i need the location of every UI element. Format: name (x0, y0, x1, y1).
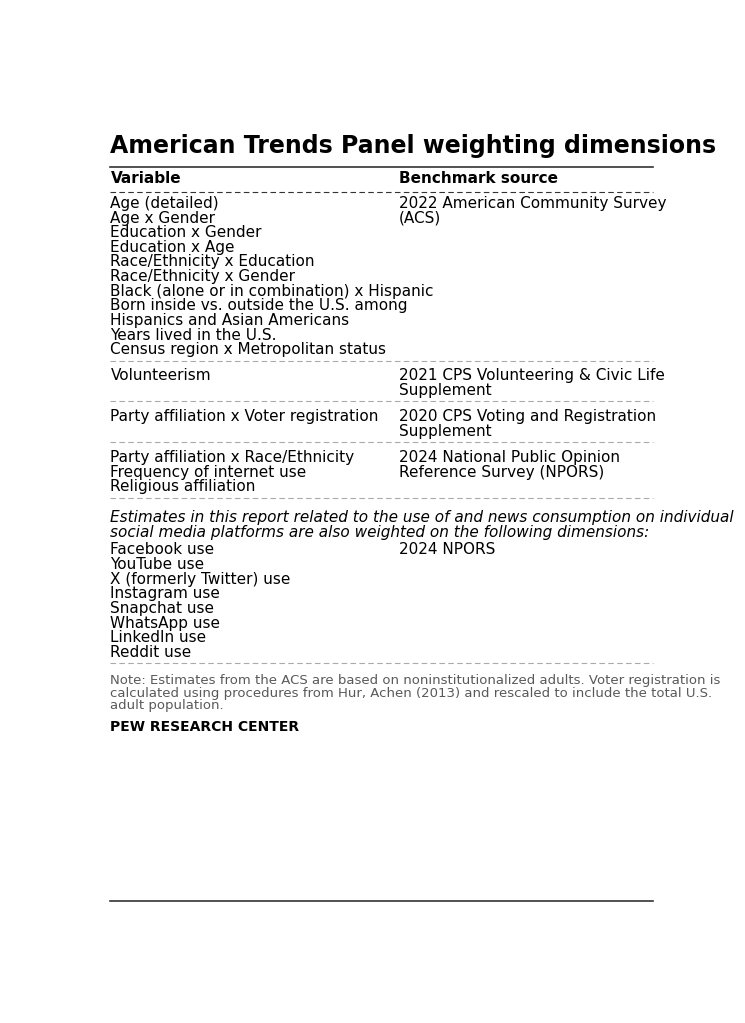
Text: Volunteerism: Volunteerism (110, 368, 211, 384)
Text: Religious affiliation: Religious affiliation (110, 479, 256, 494)
Text: Snapchat use: Snapchat use (110, 601, 215, 616)
Text: 2024 National Public Opinion: 2024 National Public Opinion (399, 450, 620, 465)
Text: 2024 NPORS: 2024 NPORS (399, 542, 495, 558)
Text: Education x Gender: Education x Gender (110, 225, 262, 240)
Text: YouTube use: YouTube use (110, 558, 205, 572)
Text: Race/Ethnicity x Gender: Race/Ethnicity x Gender (110, 269, 296, 284)
Text: Reference Survey (NPORS): Reference Survey (NPORS) (399, 464, 604, 480)
Text: Reddit use: Reddit use (110, 644, 191, 660)
Text: Hispanics and Asian Americans: Hispanics and Asian Americans (110, 313, 349, 328)
Text: X (formerly Twitter) use: X (formerly Twitter) use (110, 572, 291, 586)
Text: Education x Age: Education x Age (110, 239, 235, 255)
Text: Facebook use: Facebook use (110, 542, 215, 558)
Text: social media platforms are also weighted on the following dimensions:: social media platforms are also weighted… (110, 525, 650, 540)
Text: Benchmark source: Benchmark source (399, 171, 558, 186)
Text: (ACS): (ACS) (399, 211, 441, 225)
Text: Born inside vs. outside the U.S. among: Born inside vs. outside the U.S. among (110, 299, 408, 313)
Text: PEW RESEARCH CENTER: PEW RESEARCH CENTER (110, 720, 299, 733)
Text: Instagram use: Instagram use (110, 586, 221, 602)
Text: Note: Estimates from the ACS are based on noninstitutionalized adults. Voter reg: Note: Estimates from the ACS are based o… (110, 674, 721, 687)
Text: Supplement: Supplement (399, 424, 492, 439)
Text: WhatsApp use: WhatsApp use (110, 616, 221, 630)
Text: 2022 American Community Survey: 2022 American Community Survey (399, 196, 667, 211)
Text: Census region x Metropolitan status: Census region x Metropolitan status (110, 343, 387, 357)
Text: Variable: Variable (110, 171, 181, 186)
Text: Black (alone or in combination) x Hispanic: Black (alone or in combination) x Hispan… (110, 283, 434, 299)
Text: Party affiliation x Voter registration: Party affiliation x Voter registration (110, 409, 378, 425)
Text: Supplement: Supplement (399, 383, 492, 398)
Text: Frequency of internet use: Frequency of internet use (110, 464, 307, 480)
Text: LinkedIn use: LinkedIn use (110, 630, 206, 646)
Text: Age (detailed): Age (detailed) (110, 196, 219, 211)
Text: calculated using procedures from Hur, Achen (2013) and rescaled to include the t: calculated using procedures from Hur, Ac… (110, 686, 712, 700)
Text: Party affiliation x Race/Ethnicity: Party affiliation x Race/Ethnicity (110, 450, 355, 465)
Text: 2021 CPS Volunteering & Civic Life: 2021 CPS Volunteering & Civic Life (399, 368, 665, 384)
Text: Years lived in the U.S.: Years lived in the U.S. (110, 327, 277, 343)
Text: adult population.: adult population. (110, 700, 224, 712)
Text: Race/Ethnicity x Education: Race/Ethnicity x Education (110, 255, 315, 269)
Text: American Trends Panel weighting dimensions: American Trends Panel weighting dimensio… (110, 134, 717, 158)
Text: Estimates in this report related to the use of and news consumption on individua: Estimates in this report related to the … (110, 510, 734, 525)
Text: Age x Gender: Age x Gender (110, 211, 215, 225)
Text: 2020 CPS Voting and Registration: 2020 CPS Voting and Registration (399, 409, 656, 425)
